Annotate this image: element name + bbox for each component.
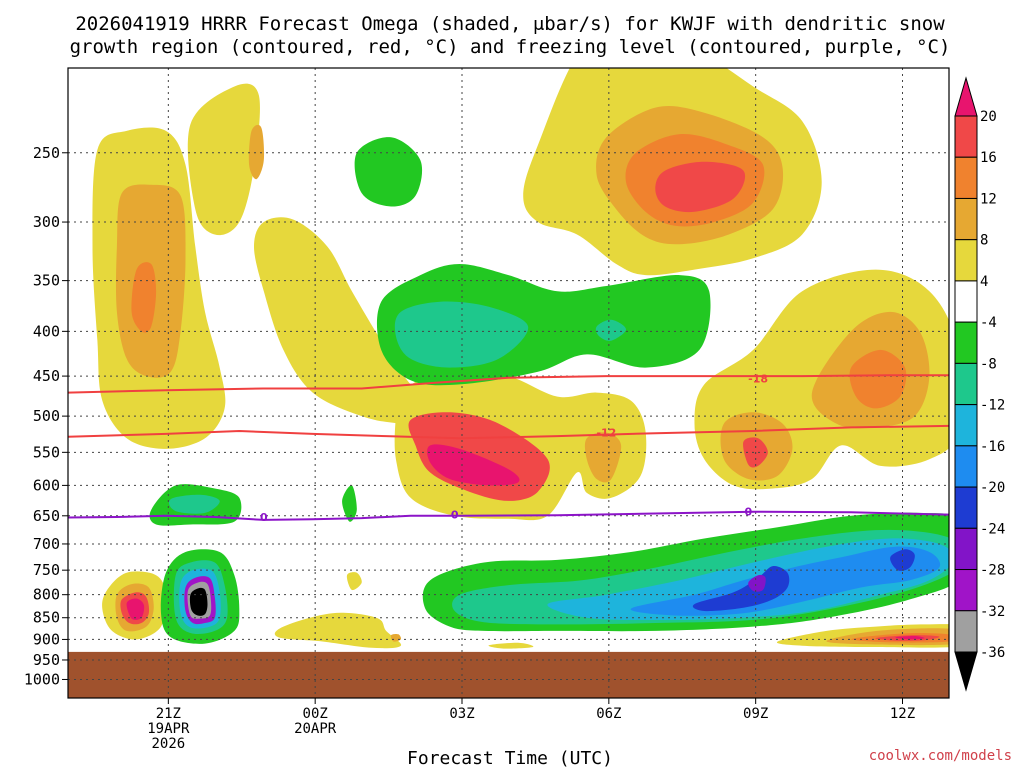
omega-downward-8 [394, 301, 529, 368]
colorbar-segment [954, 486, 978, 529]
omega-upward-16 [655, 161, 746, 213]
y-tick-label: 550 [33, 443, 60, 461]
plot-frame [67, 67, 950, 699]
x-tick-label: 21Z [156, 706, 181, 722]
y-tick-label: 250 [33, 144, 60, 162]
colorbar-segment [954, 280, 978, 323]
omega-upward-12 [849, 349, 907, 409]
x-tick-label: 06Z [596, 706, 621, 722]
y-tick-label: 400 [33, 322, 60, 340]
y-tick-label: 700 [33, 535, 60, 553]
y-tick-label: 850 [33, 609, 60, 627]
colorbar-segment [954, 239, 978, 282]
omega-downward-36 [189, 587, 208, 616]
contour-label: 0 [744, 506, 752, 519]
colorbar-segment [954, 527, 978, 571]
y-tick-label: 750 [33, 561, 60, 579]
colorbar-label: -20 [980, 480, 1005, 496]
y-tick-label: 450 [33, 367, 60, 385]
colorbar-label: -4 [980, 315, 997, 331]
chart-title-line1: 2026041919 HRRR Forecast Omega (shaded, … [75, 13, 945, 35]
omega-downward-24 [748, 574, 766, 592]
y-tick-label: 500 [33, 407, 60, 425]
y-tick-label: 800 [33, 586, 60, 604]
omega-upward-8 [584, 432, 622, 483]
colorbar-segment [954, 404, 978, 447]
contour-label: 0 [260, 511, 268, 524]
colorbar-label: -24 [980, 521, 1005, 537]
colorbar-segment [954, 321, 978, 364]
y-tick-label: 950 [33, 651, 60, 669]
x-tick-label: 09Z [743, 706, 768, 722]
x-axis-title: Forecast Time (UTC) [407, 748, 613, 768]
omega-upward-4 [346, 572, 362, 591]
colorbar-label: -36 [980, 645, 1005, 661]
omega-upward-20 [427, 444, 520, 486]
colorbar-segment [954, 156, 978, 199]
omega-downward-4 [342, 485, 357, 522]
contour-label: -18 [748, 373, 768, 386]
x-tick-label: 00Z [303, 706, 328, 722]
colorbar-segment [954, 197, 978, 241]
below-ground-area [68, 651, 949, 698]
omega-upward-4 [187, 83, 260, 236]
colorbar-segment [954, 569, 978, 612]
dgz-contour-minus-18 [68, 374, 949, 394]
x-tick-label: 19APR [147, 721, 190, 737]
colorbar-label: 8 [980, 233, 988, 249]
contour-label: -12 [596, 426, 616, 439]
dgz-contour-minus-12 [68, 424, 949, 440]
colorbar-top-arrow [954, 76, 978, 117]
colorbar-segment [954, 610, 978, 653]
chart-title-line2: growth region (contoured, red, °C) and f… [70, 36, 951, 58]
colorbar-label: -32 [980, 604, 1005, 620]
colorbar-label: 12 [980, 191, 997, 207]
colorbar-segment [954, 115, 978, 158]
x-tick-label: 20APR [294, 721, 337, 737]
y-tick-label: 1000 [24, 670, 60, 688]
credit-text: coolwx.com/models [869, 748, 1012, 764]
colorbar-bottom-arrow [954, 651, 978, 692]
colorbar: 20 16 12 8 4 -4 -8 -12 -16 -20 -24 -28 -32 -36 [954, 76, 1005, 692]
x-tick-label: 12Z [890, 706, 915, 722]
colorbar-label: 4 [980, 274, 988, 290]
colorbar-label: 20 [980, 109, 997, 125]
colorbar-segment [954, 362, 978, 406]
colorbar-label: 16 [980, 150, 997, 166]
omega-upward-4 [254, 217, 442, 426]
colorbar-segment [954, 445, 978, 488]
omega-downward-8 [168, 494, 220, 514]
omega-downward-8 [595, 319, 626, 341]
colorbar-label: -12 [980, 398, 1005, 414]
y-tick-label: 350 [33, 272, 60, 290]
omega-upward-12 [131, 262, 157, 333]
x-tick-label: 03Z [449, 706, 474, 722]
omega-upward-8 [248, 124, 265, 180]
y-tick-label: 650 [33, 507, 60, 525]
omega-upward-4 [488, 642, 534, 649]
y-axis-ticks: 250 300 350 400 450 500 550 600 650 700 750 800 850 9… [24, 144, 68, 688]
omega-field [92, 68, 949, 649]
colorbar-label: -16 [980, 439, 1005, 455]
omega-upward-20 [126, 598, 145, 620]
colorbar-label: -8 [980, 356, 997, 372]
contours [68, 374, 949, 521]
y-tick-label: 300 [33, 213, 60, 231]
y-tick-label: 900 [33, 630, 60, 648]
x-tick-label: 2026 [151, 736, 185, 752]
y-tick-label: 600 [33, 476, 60, 494]
contour-labels: -18 -12 0 0 0 [260, 373, 768, 524]
contour-label: 0 [451, 509, 459, 522]
omega-downward-4 [354, 137, 423, 207]
colorbar-label: -28 [980, 563, 1005, 579]
freezing-level-contour-0 [68, 510, 949, 521]
